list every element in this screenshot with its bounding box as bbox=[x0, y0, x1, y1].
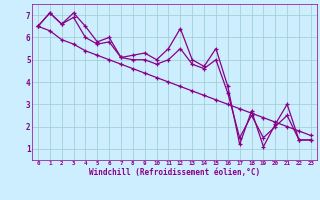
X-axis label: Windchill (Refroidissement éolien,°C): Windchill (Refroidissement éolien,°C) bbox=[89, 168, 260, 177]
